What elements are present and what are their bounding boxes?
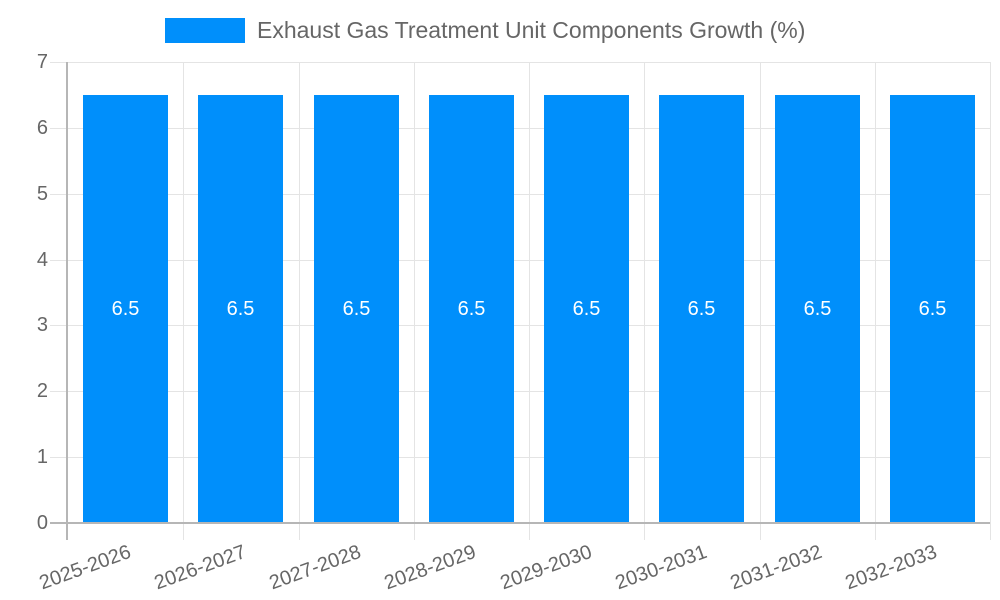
- x-axis-tick-label: 2026-2027: [151, 540, 249, 595]
- gridline-vertical: [760, 62, 761, 540]
- gridline-vertical: [990, 62, 991, 540]
- bar-value-label: 6.5: [342, 298, 371, 320]
- y-axis-tick-label: 5: [36, 183, 48, 205]
- y-axis-tick-label: 2: [36, 380, 48, 402]
- bar[interactable]: 6.5: [198, 95, 283, 522]
- x-axis-tick-label: 2032-2033: [842, 540, 940, 595]
- gridline-horizontal: [50, 325, 990, 326]
- gridline-horizontal: [50, 194, 990, 195]
- x-axis-tick-label: 2027-2028: [266, 540, 364, 595]
- chart-legend[interactable]: Exhaust Gas Treatment Unit Components Gr…: [165, 17, 805, 44]
- bar-value-label: 6.5: [457, 298, 486, 320]
- bar[interactable]: 6.5: [775, 95, 860, 522]
- bar-value-label: 6.5: [918, 298, 947, 320]
- bar[interactable]: 6.5: [314, 95, 399, 522]
- bar[interactable]: 6.5: [544, 95, 629, 522]
- bar-value-label: 6.5: [111, 298, 140, 320]
- gridline-vertical: [183, 62, 184, 540]
- y-axis-line: [66, 62, 68, 540]
- bar[interactable]: 6.5: [83, 95, 168, 522]
- y-axis-tick-label: 0: [36, 512, 48, 534]
- x-axis-tick-label: 2028-2029: [381, 540, 479, 595]
- bar[interactable]: 6.5: [890, 95, 975, 522]
- gridline-horizontal: [50, 457, 990, 458]
- gridline-vertical: [414, 62, 415, 540]
- x-axis-tick-label: 2025-2026: [36, 540, 134, 595]
- bar-value-label: 6.5: [803, 298, 832, 320]
- y-axis-tick-label: 3: [36, 314, 48, 336]
- bar-value-label: 6.5: [572, 298, 601, 320]
- x-axis-tick-label: 2031-2032: [727, 540, 825, 595]
- gridline-horizontal: [50, 62, 990, 63]
- gridline-vertical: [529, 62, 530, 540]
- x-axis-line: [50, 522, 990, 524]
- gridline-horizontal: [50, 391, 990, 392]
- y-axis-tick-label: 1: [36, 446, 48, 468]
- x-axis-tick-label: 2030-2031: [612, 540, 710, 595]
- gridline-horizontal: [50, 260, 990, 261]
- bar-value-label: 6.5: [687, 298, 716, 320]
- gridline-horizontal: [50, 128, 990, 129]
- y-axis-tick-label: 6: [36, 117, 48, 139]
- gridline-vertical: [299, 62, 300, 540]
- bar-value-label: 6.5: [226, 298, 255, 320]
- y-axis-tick-label: 4: [36, 249, 48, 271]
- gridline-vertical: [875, 62, 876, 540]
- y-axis-tick-label: 7: [36, 51, 48, 73]
- bar[interactable]: 6.5: [429, 95, 514, 522]
- x-axis-tick-label: 2029-2030: [497, 540, 595, 595]
- legend-swatch: [165, 18, 245, 43]
- bar[interactable]: 6.5: [659, 95, 744, 522]
- gridline-vertical: [644, 62, 645, 540]
- legend-label: Exhaust Gas Treatment Unit Components Gr…: [257, 17, 806, 43]
